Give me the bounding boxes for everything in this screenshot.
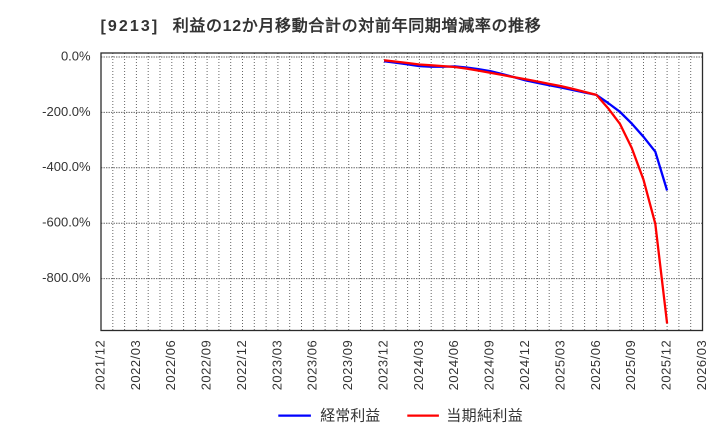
svg-text:2025/12: 2025/12 xyxy=(659,340,674,391)
svg-text:2022/12: 2022/12 xyxy=(234,340,249,391)
svg-text:-400.0%: -400.0% xyxy=(42,159,91,174)
svg-text:2024/03: 2024/03 xyxy=(411,340,426,391)
svg-text:-800.0%: -800.0% xyxy=(42,270,91,285)
svg-text:-600.0%: -600.0% xyxy=(42,215,91,230)
svg-text:当期純利益: 当期純利益 xyxy=(446,407,523,424)
svg-text:2025/03: 2025/03 xyxy=(552,340,567,391)
svg-text:0.0%: 0.0% xyxy=(61,48,91,63)
svg-text:2024/06: 2024/06 xyxy=(446,340,461,391)
svg-text:[9213] 利益の12か月移動合計の対前年同期増減率の: [9213] 利益の12か月移動合計の対前年同期増減率の推移 xyxy=(101,16,542,35)
svg-text:-200.0%: -200.0% xyxy=(42,104,91,119)
svg-text:2023/09: 2023/09 xyxy=(340,340,355,391)
svg-text:2023/06: 2023/06 xyxy=(305,340,320,391)
svg-text:2022/03: 2022/03 xyxy=(128,340,143,391)
svg-text:2024/12: 2024/12 xyxy=(517,340,532,391)
svg-text:2024/09: 2024/09 xyxy=(482,340,497,390)
svg-text:2025/09: 2025/09 xyxy=(623,340,638,391)
svg-text:2026/03: 2026/03 xyxy=(694,340,709,391)
svg-text:2023/03: 2023/03 xyxy=(269,340,284,391)
svg-text:2022/06: 2022/06 xyxy=(163,340,178,391)
svg-text:2022/09: 2022/09 xyxy=(199,340,214,391)
svg-text:2025/06: 2025/06 xyxy=(588,340,603,391)
svg-text:2023/12: 2023/12 xyxy=(376,340,391,391)
svg-text:2021/12: 2021/12 xyxy=(92,340,107,391)
svg-text:経常利益: 経常利益 xyxy=(320,407,380,424)
